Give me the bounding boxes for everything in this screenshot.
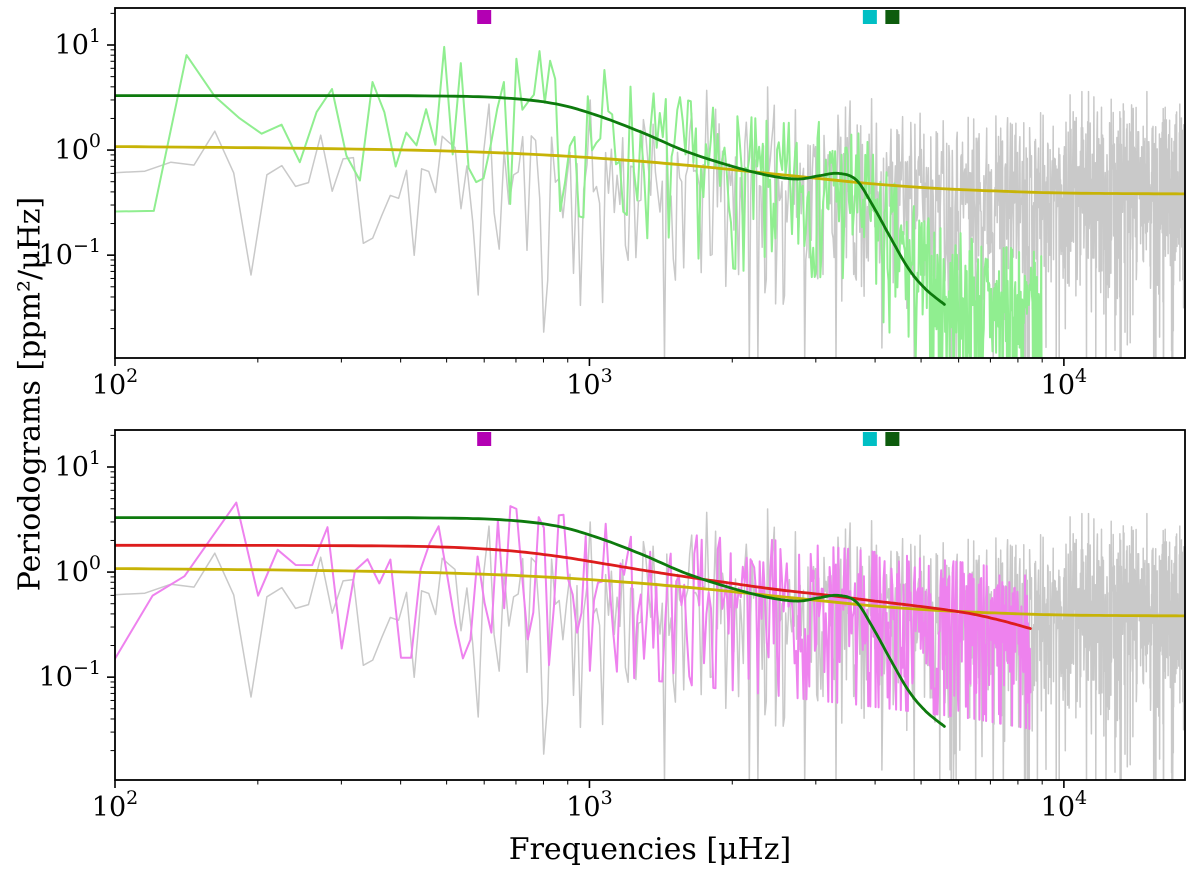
axes-spine — [114, 429, 1186, 781]
darkgreen-frequency-marker — [885, 432, 900, 446]
cyan-frequency-marker — [862, 432, 877, 446]
tick-label: 101 — [55, 447, 101, 483]
tick-label: 104 — [1041, 787, 1087, 823]
tick-label: 102 — [92, 787, 138, 823]
magenta-frequency-marker — [477, 432, 492, 446]
tick-label: 10−1 — [39, 657, 101, 693]
y-axis-label: Periodograms [ppm²/μHz] — [12, 196, 48, 592]
axes-spine — [114, 7, 1186, 359]
tick-label: 103 — [566, 365, 612, 401]
x-axis-label: Frequencies [μHz] — [508, 832, 792, 867]
cyan-frequency-marker — [862, 10, 877, 24]
top-panel: 102 103 104 101 100 10−1 — [39, 7, 1186, 401]
magenta-frequency-marker — [477, 10, 492, 24]
tick-label: 100 — [55, 552, 101, 588]
tick-label: 101 — [55, 25, 101, 61]
series-oscillation-model-green — [115, 516, 946, 728]
series-background-model-yellow — [115, 567, 1185, 618]
series-smoothed-periodogram-green — [115, 45, 1043, 358]
tick-label: 104 — [1041, 365, 1087, 401]
series-background-model-yellow — [115, 145, 1185, 196]
series-oscillation-model-green — [115, 94, 946, 306]
tick-label: 102 — [92, 365, 138, 401]
bottom-panel: 102 103 104 101 100 10−1 — [39, 429, 1186, 823]
series-smoothed-periodogram-violet — [115, 501, 1032, 730]
tick-label: 103 — [566, 787, 612, 823]
tick-label: 10−1 — [39, 235, 101, 271]
darkgreen-frequency-marker — [885, 10, 900, 24]
series-raw-periodogram — [115, 508, 1185, 780]
tick-label: 100 — [55, 130, 101, 166]
